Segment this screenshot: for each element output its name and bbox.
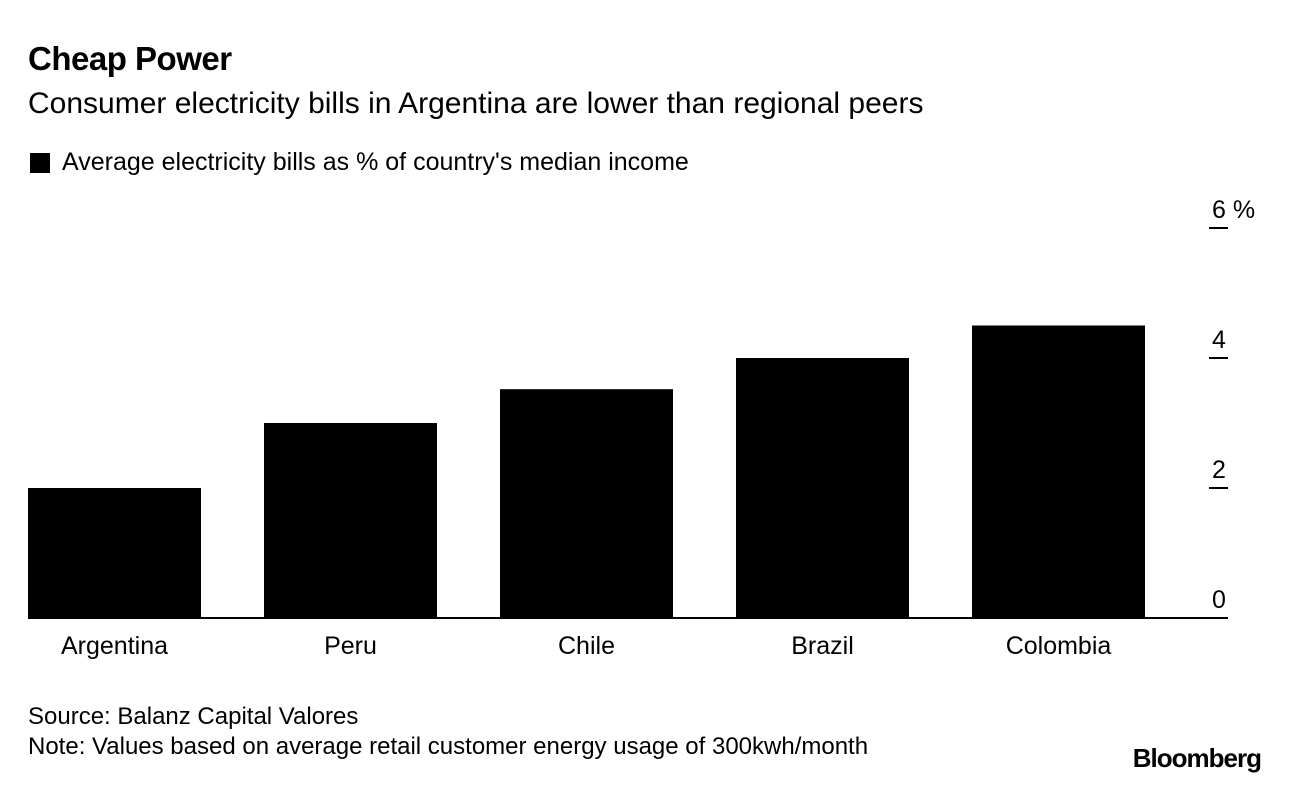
bar-argentina bbox=[28, 488, 201, 618]
x-tick-label-brazil: Brazil bbox=[791, 632, 854, 660]
x-tick-label-peru: Peru bbox=[324, 632, 377, 660]
chart-subtitle: Consumer electricity bills in Argentina … bbox=[28, 87, 924, 120]
legend-label: Average electricity bills as % of countr… bbox=[62, 148, 689, 176]
y-tick-label-6: 6 % bbox=[1212, 196, 1255, 224]
bar-chile bbox=[500, 389, 673, 618]
y-tick-label-4: 4 bbox=[1212, 326, 1226, 354]
y-tick-label-2: 2 bbox=[1212, 456, 1226, 484]
bar-peru bbox=[264, 423, 437, 618]
bar-brazil bbox=[736, 358, 909, 618]
legend-swatch bbox=[30, 152, 50, 173]
footnote: Note: Values based on average retail cus… bbox=[28, 733, 869, 760]
chart-title: Cheap Power bbox=[28, 40, 232, 77]
x-tick-label-argentina: Argentina bbox=[61, 632, 168, 660]
source-note: Source: Balanz Capital Valores bbox=[28, 703, 359, 730]
x-tick-label-colombia: Colombia bbox=[1006, 632, 1112, 660]
legend: Average electricity bills as % of countr… bbox=[30, 148, 689, 177]
bloomberg-logo: Bloomberg bbox=[1132, 743, 1262, 773]
bar-colombia bbox=[972, 325, 1145, 618]
x-tick-label-chile: Chile bbox=[558, 632, 615, 660]
y-tick-label-0: 0 bbox=[1212, 586, 1226, 614]
